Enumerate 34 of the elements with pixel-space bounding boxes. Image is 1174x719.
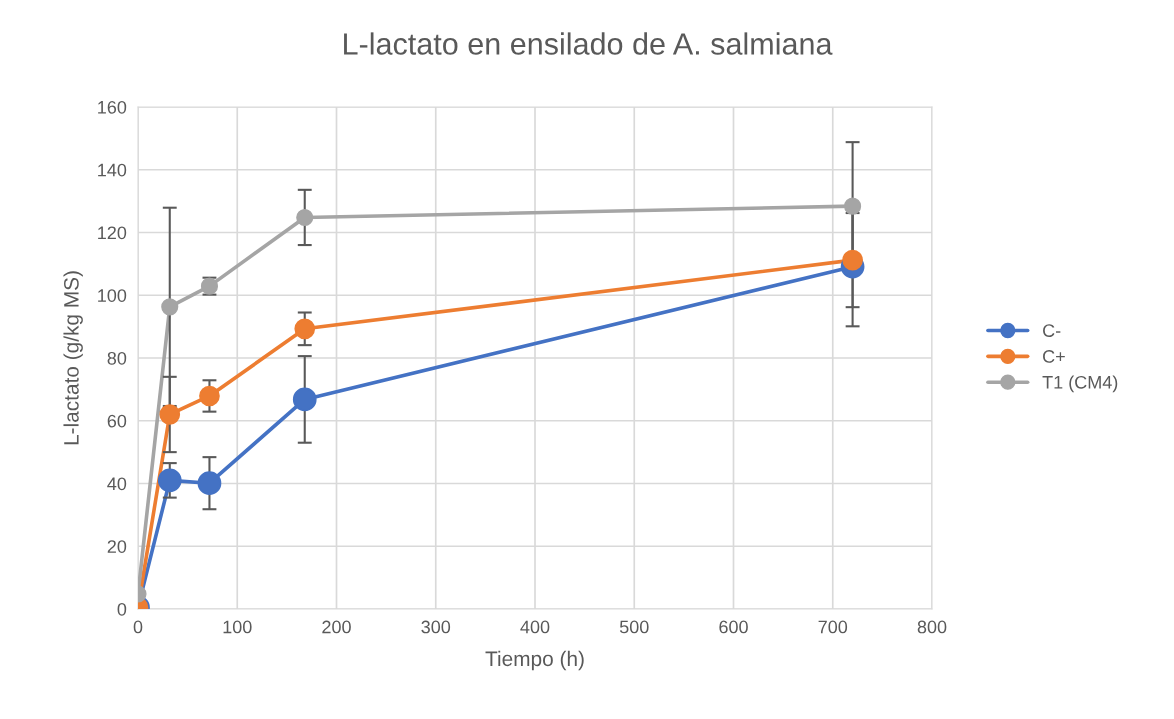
point bbox=[294, 318, 316, 340]
y-tick-label: 20 bbox=[107, 540, 127, 553]
y-tick-label: 40 bbox=[107, 477, 127, 491]
x-tick-label: 800 bbox=[917, 620, 947, 634]
y-tick-label: 160 bbox=[98, 100, 127, 114]
y-tick-label: 100 bbox=[98, 289, 127, 302]
x-axis-title: Tiempo (h) bbox=[485, 650, 584, 671]
x-tick-label: 500 bbox=[619, 620, 649, 634]
chart-title: L-lactato en ensilado de A. salmiana bbox=[344, 32, 833, 55]
point bbox=[199, 385, 220, 407]
point bbox=[844, 197, 862, 215]
point bbox=[296, 208, 314, 226]
y-tick-label: 60 bbox=[107, 414, 127, 428]
legend-label: C+ bbox=[1043, 350, 1065, 363]
legend-label: T1 (CM4) bbox=[1042, 375, 1118, 393]
point bbox=[159, 404, 181, 425]
y-tick-label: 140 bbox=[98, 163, 127, 177]
legend-label: C- bbox=[1043, 324, 1061, 337]
point bbox=[842, 249, 863, 271]
y-tick-label: 0 bbox=[117, 602, 127, 616]
x-tick-label: 300 bbox=[421, 620, 451, 634]
point bbox=[197, 471, 222, 496]
x-tick-label: 600 bbox=[719, 620, 748, 634]
y-axis-title: L-lactato (g/kg MS) bbox=[63, 271, 83, 445]
y-tick-label: 120 bbox=[98, 226, 127, 240]
x-tick-label: 0 bbox=[133, 620, 143, 634]
x-tick-label: 200 bbox=[322, 620, 351, 634]
x-tick-label: 700 bbox=[818, 620, 848, 634]
point bbox=[161, 298, 179, 316]
point bbox=[157, 468, 182, 493]
x-tick-label: 400 bbox=[520, 620, 550, 634]
x-tick-label: 100 bbox=[223, 620, 252, 634]
point bbox=[292, 387, 317, 412]
y-tick-label: 80 bbox=[107, 351, 127, 365]
